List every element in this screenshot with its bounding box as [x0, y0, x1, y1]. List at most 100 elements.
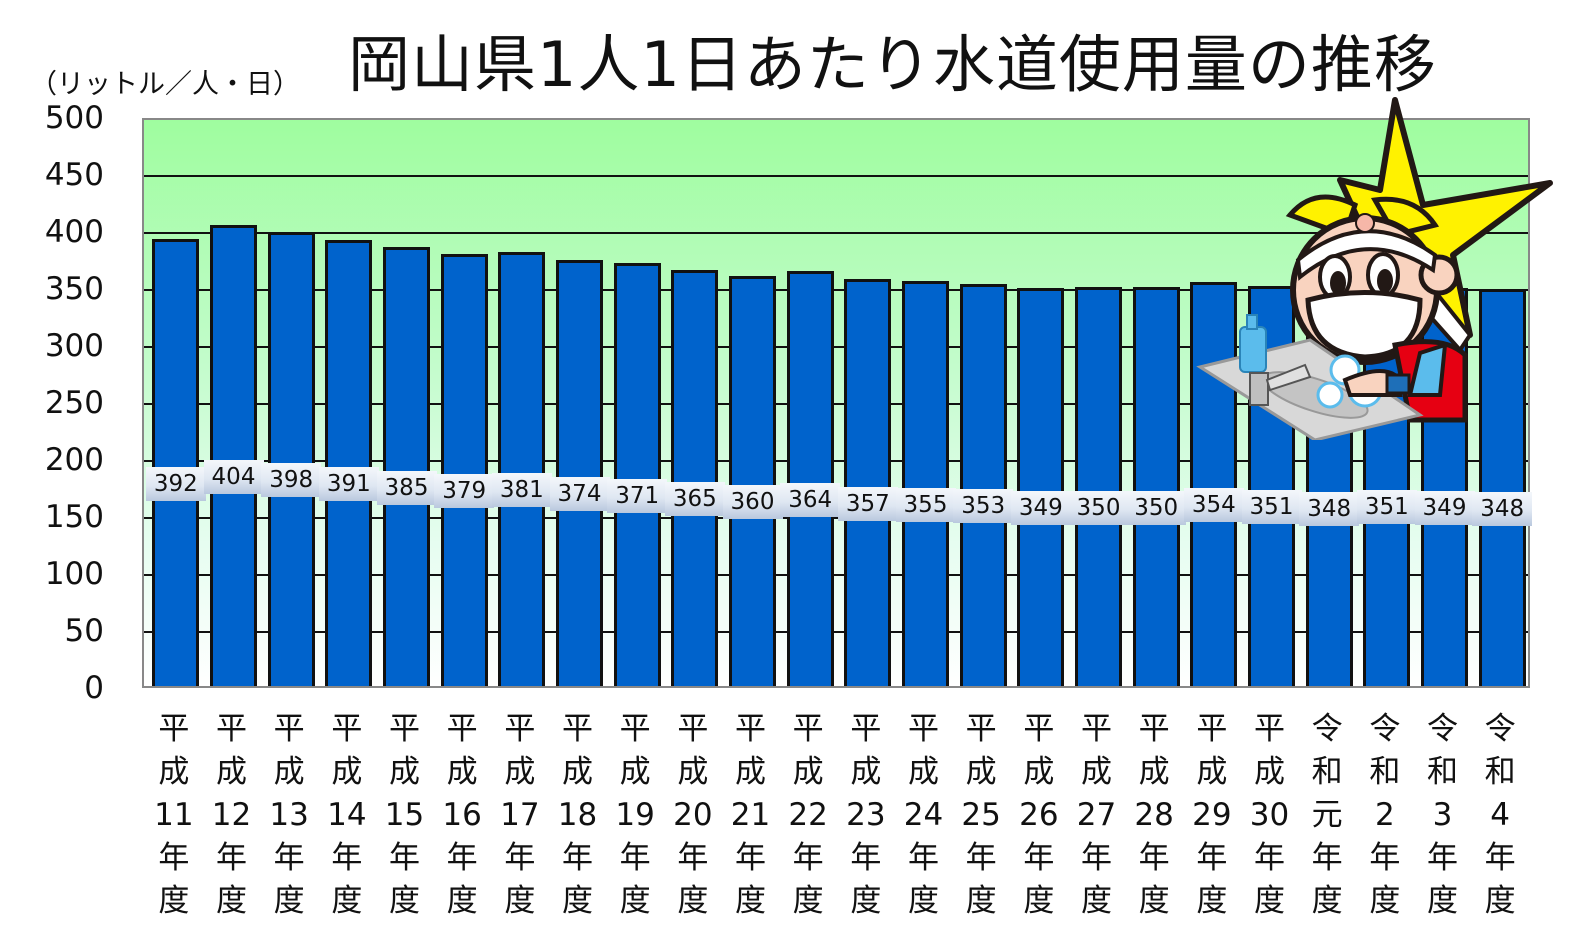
x-tick-label-line: 度 — [504, 883, 536, 919]
gridline — [144, 631, 1528, 633]
gridline — [144, 517, 1528, 519]
x-tick-label-line: 平 — [792, 711, 824, 747]
x-tick-label-line: 年 — [389, 840, 420, 876]
x-tick-label-line: 成 — [273, 754, 305, 790]
data-label: 404 — [203, 459, 264, 494]
x-tick-label-line: 成 — [1196, 754, 1228, 790]
x-tick-label-line: 度 — [1023, 883, 1055, 919]
x-tick-label: 平成 28 年度 — [1127, 708, 1181, 923]
bar — [1478, 289, 1526, 686]
gridline — [144, 403, 1528, 405]
x-tick-label-line: 29 — [1192, 797, 1232, 833]
x-tick-label: 平成 26 年度 — [1012, 708, 1066, 923]
y-tick-label: 400 — [44, 214, 104, 250]
x-tick-label-line: 度 — [1311, 883, 1343, 919]
x-tick-label: 平成 20 年度 — [666, 708, 720, 923]
x-tick-label-line: 年 — [908, 840, 939, 876]
x-tick-label-line: 度 — [158, 883, 190, 919]
x-tick-label-line: 平 — [735, 711, 766, 747]
y-tick-label: 250 — [44, 385, 104, 421]
x-tick-label-line: 度 — [735, 883, 766, 919]
x-tick-label-line: 3 — [1432, 797, 1453, 833]
y-tick-label: 350 — [44, 271, 104, 307]
y-tick-label: 500 — [44, 100, 104, 136]
x-tick-label-line: 年 — [1484, 840, 1516, 876]
x-tick-label-line: 年 — [1196, 840, 1228, 876]
x-tick-label-line: 成 — [677, 754, 709, 790]
x-tick-label-line: 成 — [1081, 754, 1112, 790]
x-tick-label-line: 年 — [735, 840, 766, 876]
gridline — [144, 460, 1528, 462]
bar — [1075, 287, 1122, 686]
x-tick-label-line: 年 — [331, 840, 363, 876]
x-tick-label-line: 成 — [908, 754, 939, 790]
x-tick-label-line: 22 — [788, 797, 828, 833]
data-label: 355 — [895, 487, 956, 522]
x-tick-label-line: 令 — [1311, 711, 1343, 747]
bar — [729, 275, 776, 686]
x-tick-label-line: 成 — [1138, 754, 1170, 790]
x-tick-label: 平成 27 年度 — [1070, 708, 1124, 923]
data-label: 364 — [780, 482, 841, 517]
x-tick-label: 平成 18 年度 — [551, 708, 605, 923]
y-tick-label: 300 — [44, 328, 104, 364]
x-tick-label-line: 16 — [442, 797, 482, 833]
gridline — [144, 574, 1528, 576]
y-tick-label: 200 — [44, 442, 104, 478]
x-tick-label-line: 年 — [850, 840, 882, 876]
bar — [1190, 282, 1238, 686]
x-tick-label-line: 平 — [562, 711, 593, 747]
x-tick-label-line: 年 — [1081, 840, 1112, 876]
x-tick-label-line: 度 — [792, 883, 824, 919]
x-tick-label-line: 27 — [1076, 797, 1117, 833]
y-tick-label: 150 — [44, 499, 104, 535]
x-tick-label-line: 4 — [1490, 797, 1511, 833]
x-tick-label-line: 11 — [154, 797, 194, 833]
x-tick-label-line: 和 — [1311, 754, 1343, 790]
x-tick-label-line: 28 — [1134, 797, 1174, 833]
bar — [959, 283, 1007, 686]
y-tick-label: 0 — [84, 670, 104, 706]
x-tick-label-line: 20 — [673, 797, 713, 833]
bar — [440, 253, 488, 686]
x-tick-label-line: 年 — [965, 840, 997, 876]
x-tick-label: 平成 29 年度 — [1185, 708, 1239, 923]
bar — [613, 263, 661, 686]
x-tick-label-line: 19 — [615, 797, 655, 833]
x-tick-label-line: 23 — [846, 797, 886, 833]
x-tick-label-line: 18 — [557, 797, 598, 833]
data-label: 381 — [491, 472, 552, 507]
x-tick-label-line: 和 — [1427, 754, 1458, 790]
x-tick-label-line: 平 — [216, 711, 247, 747]
bar — [1017, 288, 1065, 686]
x-tick-label-line: 度 — [850, 883, 882, 919]
x-tick-label-line: 年 — [216, 840, 247, 876]
bar — [902, 281, 949, 686]
data-label: 398 — [261, 463, 322, 498]
x-tick-label-line: 成 — [216, 754, 247, 790]
x-tick-label: 平成 22 年度 — [781, 708, 835, 923]
data-label: 392 — [145, 466, 206, 501]
x-tick-label-line: 成 — [446, 754, 478, 790]
x-tick-label: 平成 11 年度 — [147, 708, 201, 923]
x-tick-label-line: 24 — [903, 797, 944, 833]
x-tick-label-line: 14 — [327, 797, 367, 833]
x-tick-label-line: 年 — [1254, 840, 1285, 876]
data-label: 360 — [722, 484, 783, 519]
x-tick-label-line: 成 — [562, 754, 593, 790]
data-label: 357 — [837, 486, 898, 521]
x-tick-label-line: 成 — [389, 754, 420, 790]
x-tick-label-line: 度 — [965, 883, 997, 919]
gridline — [144, 175, 1528, 177]
x-tick-label-line: 平 — [1196, 711, 1228, 747]
bar — [498, 251, 546, 686]
data-label: 350 — [1126, 490, 1187, 525]
x-tick-label-line: 年 — [1369, 840, 1401, 876]
x-tick-label-line: 平 — [504, 711, 536, 747]
bar — [152, 239, 200, 686]
x-tick-label-line: 30 — [1249, 797, 1290, 833]
x-tick-label-line: 度 — [446, 883, 478, 919]
x-tick-label-line: 年 — [1311, 840, 1343, 876]
x-tick-label-line: 令 — [1427, 711, 1458, 747]
x-tick-label-line: 度 — [1196, 883, 1228, 919]
